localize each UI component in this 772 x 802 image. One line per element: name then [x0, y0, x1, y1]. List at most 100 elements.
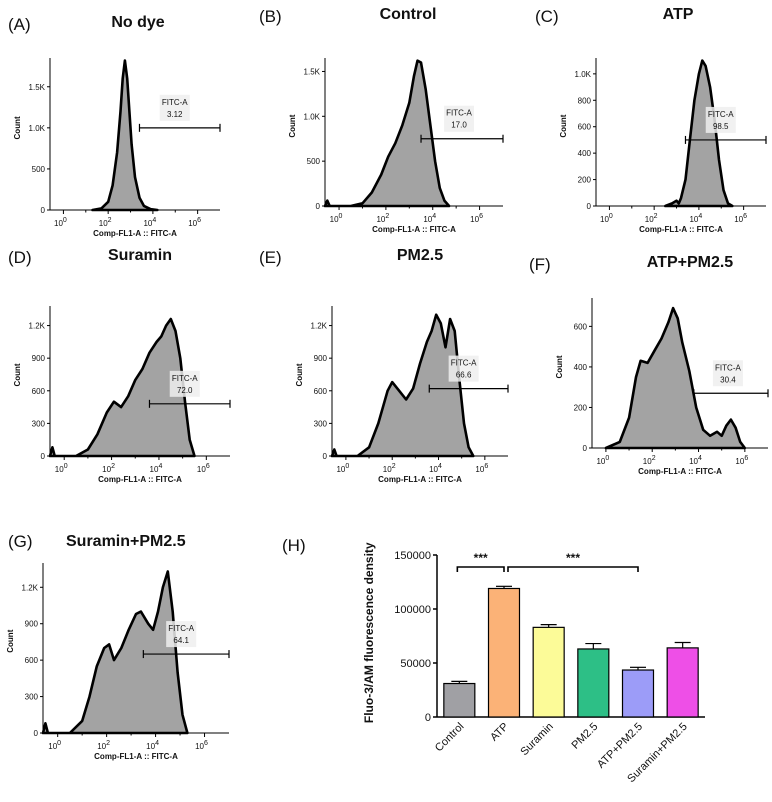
y-tick-label: 300: [32, 419, 46, 428]
x-tick-exponent: 4: [152, 217, 156, 224]
x-tick-label: 100: [54, 217, 67, 228]
y-tick-label: 800: [578, 96, 592, 105]
x-tick-base: 10: [188, 219, 197, 228]
gate-value: 30.4: [720, 375, 736, 384]
x-axis-label: Comp-FL1-A :: FITC-A: [93, 229, 177, 238]
y-tick-label: 500: [307, 157, 321, 166]
x-tick-base: 10: [734, 215, 743, 224]
y-axis-label: Count: [555, 355, 564, 378]
y-tick-label: 300: [314, 419, 328, 428]
significance-label: ***: [474, 551, 488, 565]
x-tick-base: 10: [645, 215, 654, 224]
histogram-curve: [330, 313, 475, 458]
x-tick-exponent: 4: [155, 740, 159, 747]
x-tick-label: 106: [475, 463, 488, 474]
y-tick-label: 0: [323, 452, 328, 461]
bar: [577, 648, 610, 718]
x-tick-exponent: 4: [432, 213, 436, 220]
gate-label-box: [712, 360, 743, 387]
x-tick-base: 10: [689, 215, 698, 224]
category-label: Suramin: [518, 721, 555, 758]
y-tick-label: 600: [578, 123, 592, 132]
y-tick-label: 900: [314, 354, 328, 363]
panel-label: (E): [259, 248, 282, 267]
panel-title: Suramin: [108, 247, 172, 264]
histogram-curve: [664, 59, 734, 208]
panel-title: No dye: [111, 14, 164, 31]
y-tick-label: 1.0K: [29, 124, 46, 133]
y-axis-label: Count: [559, 114, 568, 137]
y-tick-label: 150000: [394, 550, 431, 562]
x-tick-label: 106: [197, 463, 210, 474]
x-tick-base: 10: [150, 465, 159, 474]
y-tick-label: 600: [32, 387, 46, 396]
y-tick-label: 100000: [394, 604, 431, 616]
gate-name: FITC-A: [446, 109, 472, 118]
y-tick-label: 500: [32, 165, 46, 174]
x-tick-exponent: 2: [108, 217, 112, 224]
y-tick-label: 50000: [400, 658, 431, 670]
x-tick-label: 100: [55, 463, 68, 474]
x-tick-base: 10: [146, 742, 155, 751]
x-tick-exponent: 0: [609, 213, 613, 220]
bar-chart-panel: (H) 0 50000 100000 150000 Fluo-3/AM fluoresce…: [282, 536, 705, 785]
x-tick-base: 10: [143, 219, 152, 228]
x-tick-base: 10: [48, 742, 57, 751]
gate-value: 3.12: [167, 110, 183, 119]
x-tick-exponent: 6: [743, 213, 747, 220]
x-tick-exponent: 6: [206, 463, 210, 470]
y-tick-label: 200: [578, 176, 592, 185]
x-tick-exponent: 4: [698, 213, 702, 220]
x-tick-base: 10: [423, 215, 432, 224]
panel-label: (F): [529, 255, 551, 274]
panel-title: Suramin+PM2.5: [66, 533, 186, 550]
histogram-curve: [323, 59, 451, 208]
panel-label: (G): [8, 532, 33, 551]
gate-label-box: [159, 94, 190, 121]
y-tick-label: 600: [314, 387, 328, 396]
gate-label-box: [166, 621, 197, 648]
y-axis-label: Fluo-3/AM fluorescence density: [362, 542, 376, 723]
panel-title: PM2.5: [397, 247, 443, 264]
x-tick-exponent: 6: [484, 463, 488, 470]
y-tick-label: 1.2K: [29, 322, 46, 331]
x-tick-exponent: 6: [479, 213, 483, 220]
x-tick-base: 10: [735, 457, 744, 466]
y-tick-label: 0: [34, 729, 39, 738]
y-tick-label: 1.2K: [22, 583, 39, 592]
x-tick-label: 102: [99, 217, 112, 228]
x-tick-label: 102: [643, 455, 656, 466]
x-tick-exponent: 4: [438, 463, 442, 470]
category-label: ATP: [488, 721, 511, 744]
x-tick-exponent: 4: [158, 463, 162, 470]
x-tick-label: 106: [735, 455, 748, 466]
x-tick-label: 102: [102, 463, 115, 474]
gate-name: FITC-A: [708, 110, 734, 119]
x-tick-base: 10: [195, 742, 204, 751]
x-tick-base: 10: [596, 457, 605, 466]
y-tick-label: 600: [25, 656, 39, 665]
x-tick-exponent: 2: [392, 463, 396, 470]
x-tick-exponent: 4: [698, 455, 702, 462]
panel-label: (B): [259, 7, 282, 26]
x-tick-exponent: 0: [345, 463, 349, 470]
y-tick-label: 300: [25, 693, 39, 702]
y-tick-label: 1.0K: [304, 112, 321, 121]
x-tick-label: 104: [146, 740, 159, 751]
x-tick-exponent: 2: [111, 463, 115, 470]
x-tick-base: 10: [336, 465, 345, 474]
significance-bracket: [507, 566, 639, 572]
y-tick-label: 0: [316, 202, 321, 211]
y-tick-label: 1.5K: [304, 67, 321, 76]
x-tick-label: 102: [645, 213, 658, 224]
y-tick-label: 0: [583, 444, 588, 453]
x-tick-base: 10: [470, 215, 479, 224]
y-tick-label: 1.0K: [575, 70, 592, 79]
x-tick-exponent: 2: [385, 213, 389, 220]
x-tick-exponent: 2: [652, 455, 656, 462]
x-axis-label: Comp-FL1-A :: FITC-A: [639, 225, 723, 234]
